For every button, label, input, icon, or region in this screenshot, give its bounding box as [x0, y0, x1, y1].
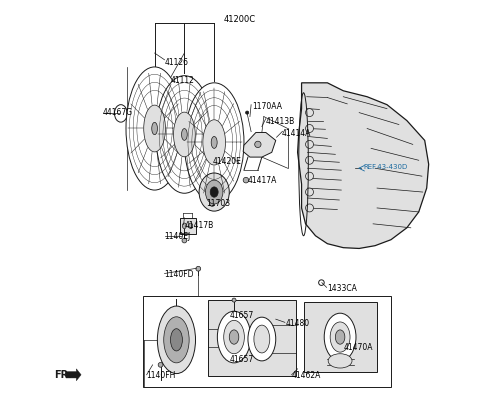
Text: 41417A: 41417A	[248, 176, 277, 186]
Polygon shape	[243, 132, 276, 157]
Ellipse shape	[330, 322, 350, 352]
Bar	[303, 302, 377, 372]
Text: 41420E: 41420E	[212, 156, 241, 166]
Text: 41657: 41657	[230, 355, 254, 364]
Ellipse shape	[203, 120, 226, 165]
Text: 1433CA: 1433CA	[327, 284, 357, 293]
Text: 41126: 41126	[165, 58, 189, 68]
Ellipse shape	[196, 266, 201, 271]
Ellipse shape	[306, 172, 313, 180]
Ellipse shape	[182, 238, 187, 243]
Ellipse shape	[254, 325, 270, 353]
Ellipse shape	[210, 202, 215, 206]
Text: 41657: 41657	[230, 312, 254, 320]
Text: 41417B: 41417B	[184, 221, 214, 230]
Ellipse shape	[199, 173, 229, 211]
Bar	[208, 300, 296, 376]
Ellipse shape	[144, 105, 166, 152]
Ellipse shape	[328, 354, 352, 368]
Ellipse shape	[181, 128, 187, 140]
Text: 41480: 41480	[286, 320, 310, 328]
Ellipse shape	[156, 76, 213, 193]
Ellipse shape	[306, 140, 313, 148]
Ellipse shape	[232, 298, 236, 302]
Text: REF.43-430D: REF.43-430D	[363, 164, 408, 170]
Polygon shape	[66, 369, 81, 381]
Ellipse shape	[189, 223, 193, 228]
Bar	[180, 218, 195, 234]
Ellipse shape	[306, 188, 313, 196]
Text: 41462A: 41462A	[292, 371, 321, 380]
Ellipse shape	[243, 177, 249, 183]
Ellipse shape	[135, 113, 138, 117]
Ellipse shape	[217, 311, 251, 363]
Ellipse shape	[336, 330, 345, 344]
Ellipse shape	[184, 83, 244, 202]
Ellipse shape	[246, 111, 249, 114]
Ellipse shape	[306, 124, 313, 132]
Text: 41413B: 41413B	[266, 117, 295, 126]
Ellipse shape	[248, 317, 276, 361]
Ellipse shape	[306, 156, 313, 164]
Text: 11703: 11703	[206, 200, 230, 208]
Bar	[143, 296, 391, 388]
Text: 44167G: 44167G	[103, 108, 133, 117]
Ellipse shape	[182, 223, 186, 228]
Text: 41112: 41112	[170, 76, 194, 85]
Ellipse shape	[229, 330, 239, 344]
Ellipse shape	[210, 187, 218, 197]
Text: 1140EJ: 1140EJ	[165, 232, 191, 241]
Ellipse shape	[324, 313, 356, 361]
Ellipse shape	[306, 204, 313, 212]
Ellipse shape	[211, 136, 217, 148]
Text: 41414A: 41414A	[282, 129, 311, 138]
Ellipse shape	[306, 109, 313, 116]
Ellipse shape	[224, 320, 244, 354]
Ellipse shape	[152, 122, 157, 135]
Text: 41470A: 41470A	[343, 343, 373, 352]
Ellipse shape	[126, 67, 183, 190]
Text: 1140FD: 1140FD	[165, 270, 194, 279]
Ellipse shape	[255, 141, 261, 148]
Ellipse shape	[170, 329, 182, 351]
Ellipse shape	[174, 112, 195, 157]
Ellipse shape	[164, 317, 189, 363]
Ellipse shape	[157, 306, 195, 374]
Polygon shape	[298, 83, 429, 248]
Text: 41200C: 41200C	[224, 15, 256, 24]
Ellipse shape	[158, 362, 163, 367]
Text: 1170AA: 1170AA	[252, 102, 282, 111]
Text: 1140FH: 1140FH	[147, 371, 176, 380]
Text: FR.: FR.	[54, 370, 72, 380]
Ellipse shape	[205, 180, 223, 204]
